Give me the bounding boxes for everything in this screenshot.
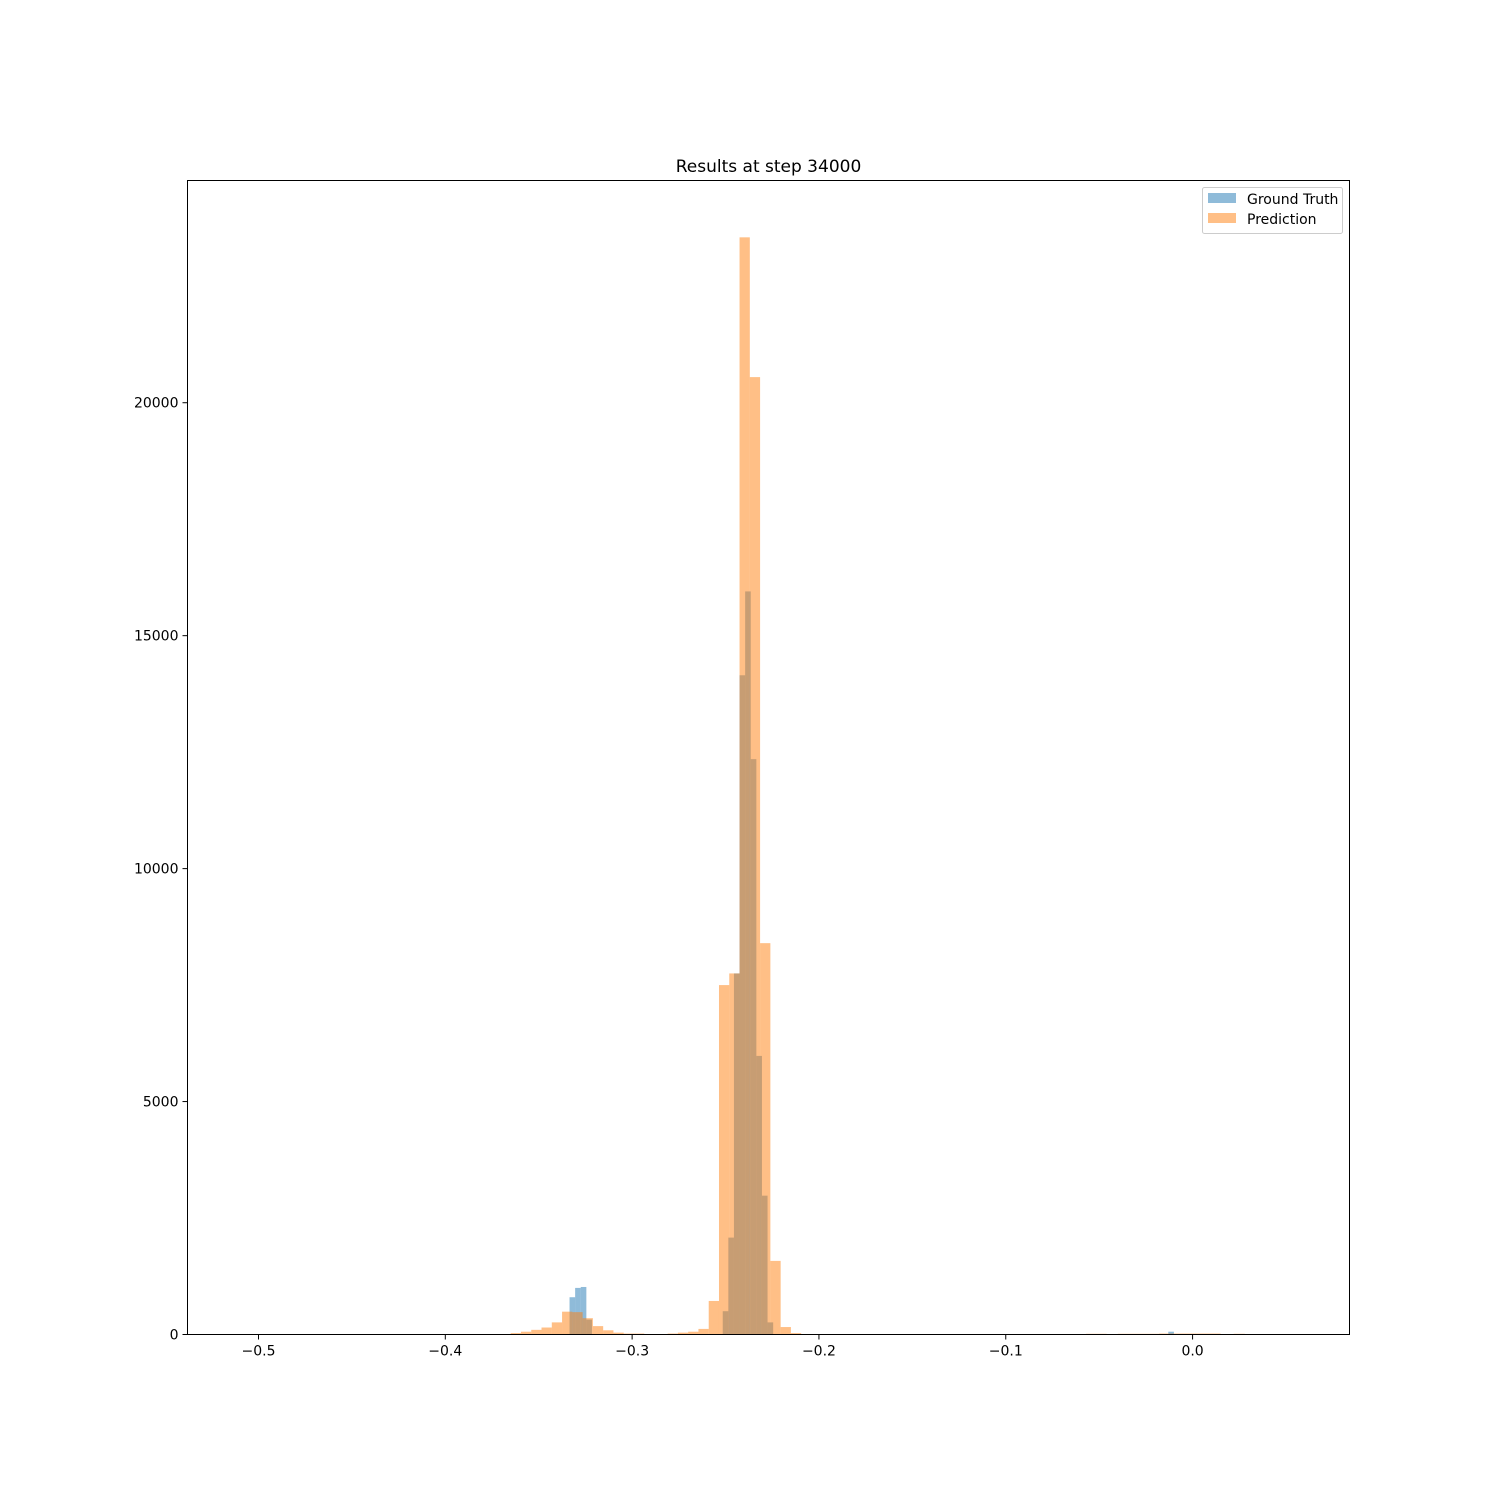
x-tick-label: −0.1 — [989, 1344, 1023, 1360]
legend-label-ground-truth: Ground Truth — [1247, 192, 1338, 208]
histogram-bar — [688, 1331, 699, 1335]
histogram-bar — [760, 943, 771, 1335]
histogram-bar — [677, 1332, 689, 1335]
histogram-bar — [729, 973, 740, 1335]
x-tick-label: −0.4 — [428, 1344, 462, 1360]
y-tick-label: 15000 — [134, 629, 179, 645]
histogram-bar — [613, 1332, 624, 1335]
histogram-bar — [582, 1318, 593, 1335]
histogram-bar — [575, 1287, 581, 1335]
legend: Ground Truth Prediction — [1202, 187, 1343, 234]
series-prediction — [510, 237, 1245, 1335]
histogram-bar — [551, 1322, 563, 1335]
histogram-bar — [749, 377, 761, 1335]
x-tick-label: −0.3 — [615, 1344, 649, 1360]
histogram-bar — [562, 1311, 573, 1335]
y-tick-label: 10000 — [134, 862, 179, 878]
histogram-bar — [780, 1327, 791, 1335]
histogram-bar — [770, 1260, 781, 1335]
legend-frame — [1202, 187, 1343, 234]
chart-title: Results at step 34000 — [676, 157, 862, 177]
histogram-bar — [510, 1333, 521, 1335]
histogram-bar — [603, 1330, 614, 1335]
histogram-bar — [1168, 1331, 1174, 1335]
x-axis: −0.5 −0.4 −0.3 −0.2 −0.1 0.0 — [241, 1334, 1204, 1360]
histogram-bar — [580, 1286, 587, 1335]
legend-swatch-ground-truth — [1208, 193, 1236, 203]
y-axis: 0 5000 10000 15000 20000 — [134, 396, 188, 1344]
x-tick-label: −0.2 — [802, 1344, 836, 1360]
legend-swatch-prediction — [1208, 213, 1236, 223]
histogram-bar — [520, 1331, 532, 1335]
x-tick-label: 0.0 — [1181, 1344, 1203, 1360]
y-tick-label: 5000 — [143, 1095, 179, 1111]
histogram-bar — [698, 1328, 709, 1335]
y-tick-label: 0 — [170, 1328, 179, 1344]
histogram-bar — [718, 985, 730, 1335]
bars-layer — [510, 237, 1245, 1335]
histogram-bar — [541, 1327, 552, 1335]
histogram-bar — [572, 1312, 583, 1335]
histogram-bar — [790, 1333, 802, 1335]
legend-label-prediction: Prediction — [1247, 212, 1317, 228]
x-tick-label: −0.5 — [241, 1344, 275, 1360]
histogram-bar — [708, 1300, 719, 1335]
histogram-bar — [592, 1326, 604, 1335]
plot-frame — [187, 180, 1350, 1335]
y-tick-label: 20000 — [134, 396, 179, 412]
histogram-bar — [531, 1329, 542, 1335]
histogram-bar — [739, 237, 750, 1335]
